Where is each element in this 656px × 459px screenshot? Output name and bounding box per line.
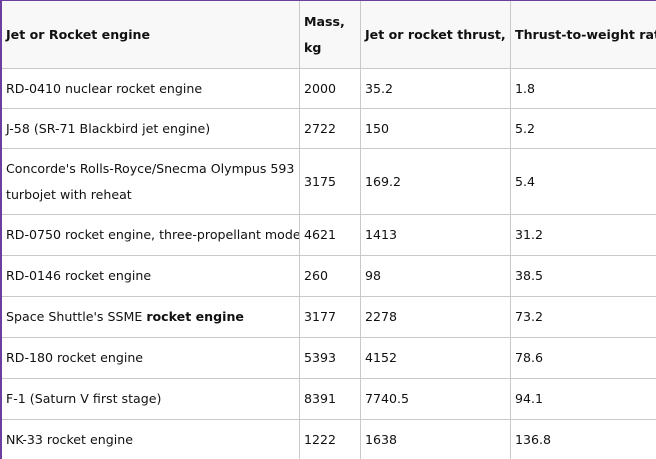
cell-mass: 5393 — [299, 337, 361, 379]
cell-mass: 2722 — [299, 108, 361, 149]
cell-ratio: 136.8 — [510, 419, 656, 459]
table-row: Space Shuttle's SSME rocket engine 3177 … — [2, 296, 656, 338]
cell-thrust: 1413 — [360, 214, 511, 256]
header-engine: Jet or Rocket engine — [2, 1, 300, 69]
table-row: Concorde's Rolls-Royce/Snecma Olympus 59… — [2, 148, 656, 215]
cell-mass: 3177 — [299, 296, 361, 338]
cell-thrust: 150 — [360, 108, 511, 149]
cell-mass: 1222 — [299, 419, 361, 459]
table-row: RD-180 rocket engine 5393 4152 78.6 — [2, 337, 656, 379]
cell-engine: RD-0410 nuclear rocket engine — [2, 68, 300, 109]
table-row: RD-0146 rocket engine 260 98 38.5 — [2, 255, 656, 297]
header-thrust: Jet or rocket thrust, Kn — [360, 1, 511, 69]
cell-ratio: 1.8 — [510, 68, 656, 109]
table-row: NK-33 rocket engine 1222 1638 136.8 — [2, 419, 656, 459]
table-row: RD-0410 nuclear rocket engine 2000 35.2 … — [2, 68, 656, 109]
cell-engine: RD-180 rocket engine — [2, 337, 300, 379]
cell-engine: NK-33 rocket engine — [2, 419, 300, 459]
header-ratio: Thrust-to-weight ratio — [510, 1, 656, 69]
cell-thrust: 2278 — [360, 296, 511, 338]
cell-ratio: 31.2 — [510, 214, 656, 256]
cell-thrust: 35.2 — [360, 68, 511, 109]
cell-engine: F-1 (Saturn V first stage) — [2, 378, 300, 420]
cell-engine: RD-0146 rocket engine — [2, 255, 300, 297]
cell-engine: J-58 (SR-71 Blackbird jet engine) — [2, 108, 300, 149]
cell-engine: RD-0750 rocket engine, three-propellant … — [2, 214, 300, 256]
cell-mass: 4621 — [299, 214, 361, 256]
cell-ratio: 94.1 — [510, 378, 656, 420]
header-mass: Mass, kg — [299, 1, 361, 69]
cell-engine: Concorde's Rolls-Royce/Snecma Olympus 59… — [2, 148, 300, 215]
cell-thrust: 4152 — [360, 337, 511, 379]
table-row: RD-0750 rocket engine, three-propellant … — [2, 214, 656, 256]
cell-thrust: 7740.5 — [360, 378, 511, 420]
cell-engine-prefix: Space Shuttle's SSME — [6, 309, 147, 324]
cell-mass: 8391 — [299, 378, 361, 420]
cell-mass: 260 — [299, 255, 361, 297]
cell-thrust: 98 — [360, 255, 511, 297]
cell-ratio: 73.2 — [510, 296, 656, 338]
cell-mass: 2000 — [299, 68, 361, 109]
cell-ratio: 38.5 — [510, 255, 656, 297]
table-row: J-58 (SR-71 Blackbird jet engine) 2722 1… — [2, 108, 656, 149]
cell-engine-bold: rocket engine — [146, 309, 244, 324]
cell-engine: Space Shuttle's SSME rocket engine — [2, 296, 300, 338]
cell-thrust: 169.2 — [360, 148, 511, 215]
cell-ratio: 5.4 — [510, 148, 656, 215]
cell-ratio: 5.2 — [510, 108, 656, 149]
cell-ratio: 78.6 — [510, 337, 656, 379]
table-row: F-1 (Saturn V first stage) 8391 7740.5 9… — [2, 378, 656, 420]
cell-thrust: 1638 — [360, 419, 511, 459]
cell-mass: 3175 — [299, 148, 361, 215]
table-header-row: Jet or Rocket engine Mass, kg Jet or roc… — [2, 1, 656, 69]
